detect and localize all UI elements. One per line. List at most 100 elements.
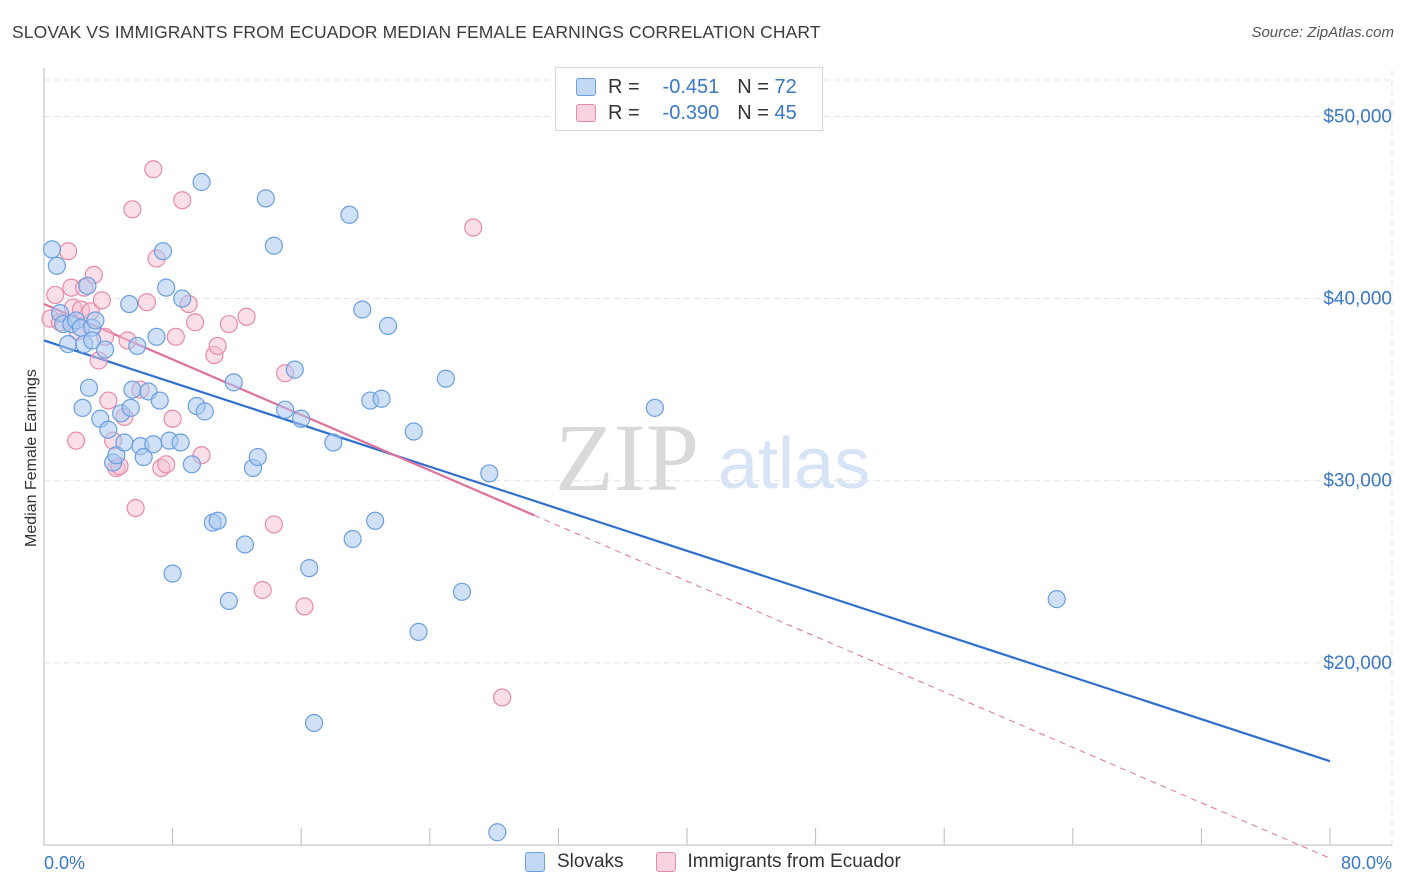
slovak-point bbox=[182, 455, 201, 474]
slovak-point bbox=[378, 316, 398, 335]
slovak-point bbox=[150, 391, 169, 410]
ecuador-point bbox=[123, 200, 142, 219]
slovak-point bbox=[147, 327, 166, 346]
ecuador-point bbox=[137, 293, 156, 312]
slovak-point bbox=[163, 564, 182, 583]
slovak-point bbox=[59, 335, 78, 354]
slovak-point bbox=[353, 300, 372, 319]
watermark-zip: ZIP bbox=[555, 404, 699, 511]
slovak-point bbox=[73, 398, 92, 417]
slovak-point bbox=[134, 447, 153, 467]
slovak-point bbox=[128, 336, 147, 356]
slovak-point bbox=[276, 400, 295, 419]
slovak-point bbox=[343, 529, 362, 549]
r-value: -0.451 bbox=[662, 75, 720, 98]
ecuador-swatch bbox=[576, 104, 596, 122]
axes bbox=[43, 68, 1392, 846]
ecuador-point bbox=[92, 291, 111, 310]
ecuador-point bbox=[464, 218, 483, 237]
slovak-point bbox=[47, 256, 66, 275]
slovak-point bbox=[452, 582, 472, 601]
slovak-point bbox=[121, 398, 140, 417]
n-value: 45 bbox=[774, 101, 797, 124]
y-tick-label: $40,000 bbox=[1323, 289, 1392, 310]
ecuador-point bbox=[253, 580, 272, 600]
slovak-point bbox=[264, 236, 283, 255]
ecuador-point bbox=[237, 307, 256, 326]
slovak-point bbox=[99, 420, 118, 439]
ecuador-point bbox=[493, 688, 512, 707]
slovak-point bbox=[115, 433, 134, 452]
y-tick-label: $30,000 bbox=[1323, 471, 1392, 492]
n-label: N = bbox=[737, 75, 769, 98]
n-label: N = bbox=[737, 101, 769, 124]
slovak-point bbox=[248, 447, 267, 467]
slovak-point bbox=[79, 378, 99, 397]
ecuador-point bbox=[99, 391, 118, 410]
ecuador-point bbox=[126, 498, 145, 518]
ecuador-point bbox=[295, 597, 314, 616]
x-tick-label: 0.0% bbox=[44, 853, 85, 873]
slovak-point bbox=[292, 409, 311, 428]
slovaks-swatch bbox=[576, 78, 596, 96]
ecuador-point bbox=[67, 431, 86, 450]
legend-item-slovaks: Slovaks bbox=[525, 851, 624, 873]
ecuador-point bbox=[46, 285, 65, 305]
watermark-atlas: atlas bbox=[718, 424, 870, 504]
slovak-point bbox=[304, 713, 324, 733]
x-tick-label: 80.0% bbox=[1341, 853, 1392, 873]
trend-line-slovaks bbox=[43, 339, 1331, 763]
slovak-point bbox=[1047, 590, 1066, 609]
slovak-point bbox=[480, 464, 499, 483]
y-tick-label: $20,000 bbox=[1323, 653, 1392, 674]
slovak-point bbox=[324, 433, 343, 452]
slovak-point bbox=[285, 360, 304, 379]
slovak-point bbox=[123, 380, 142, 399]
ecuador-point bbox=[264, 515, 283, 534]
slovak-point bbox=[157, 278, 176, 297]
slovak-point bbox=[340, 205, 359, 224]
slovak-point bbox=[83, 331, 102, 350]
slovak-point bbox=[219, 591, 238, 611]
slovak-point bbox=[120, 294, 139, 314]
slovak-point bbox=[95, 340, 115, 359]
slovak-point bbox=[488, 823, 507, 842]
legend-label-ecuador: Immigrants from Ecuador bbox=[687, 851, 901, 872]
slovak-point bbox=[192, 172, 211, 192]
slovak-point bbox=[224, 373, 243, 392]
ecuador-point bbox=[144, 160, 163, 179]
series-legend: Slovaks Immigrants from Ecuador bbox=[525, 851, 933, 873]
ecuador-legend-swatch bbox=[655, 852, 676, 872]
slovak-point bbox=[171, 433, 190, 452]
source-label: Source: ZipAtlas.com bbox=[1251, 24, 1394, 41]
watermark: ZIP atlas bbox=[555, 404, 870, 511]
stats-row-slovaks: R = -0.451 N = 72 bbox=[576, 76, 797, 98]
y-tick-label: $50,000 bbox=[1323, 106, 1392, 127]
slovak-point bbox=[366, 511, 385, 530]
y-axis-label: Median Female Earnings bbox=[23, 369, 40, 547]
trend-line-ecuador-extension bbox=[534, 514, 1331, 859]
slovak-point bbox=[409, 622, 428, 641]
r-label: R = bbox=[608, 75, 640, 98]
slovak-point bbox=[645, 398, 664, 417]
ecuador-point bbox=[157, 455, 176, 474]
stats-row-ecuador: R = -0.390 N = 45 bbox=[576, 102, 797, 124]
r-value: -0.390 bbox=[662, 101, 720, 124]
slovak-point bbox=[173, 289, 192, 308]
data-points bbox=[41, 160, 1066, 842]
slovak-point bbox=[144, 435, 163, 454]
ecuador-point bbox=[59, 242, 78, 261]
tick-labels: $20,000 $30,000 $40,000 $50,000 0.0% 80.0% bbox=[44, 106, 1392, 873]
slovak-point bbox=[42, 240, 62, 259]
ecuador-point bbox=[173, 191, 192, 210]
slovak-point bbox=[208, 511, 227, 530]
ecuador-point bbox=[163, 409, 182, 428]
slovak-point bbox=[153, 242, 173, 261]
legend-label-slovaks: Slovaks bbox=[557, 851, 624, 872]
ecuador-point bbox=[208, 336, 227, 356]
stats-legend: R = -0.451 N = 72 R = -0.390 N = 45 bbox=[555, 67, 823, 131]
slovak-point bbox=[235, 535, 255, 554]
r-label: R = bbox=[608, 101, 640, 124]
chart-title: SLOVAK VS IMMIGRANTS FROM ECUADOR MEDIAN… bbox=[12, 22, 821, 42]
